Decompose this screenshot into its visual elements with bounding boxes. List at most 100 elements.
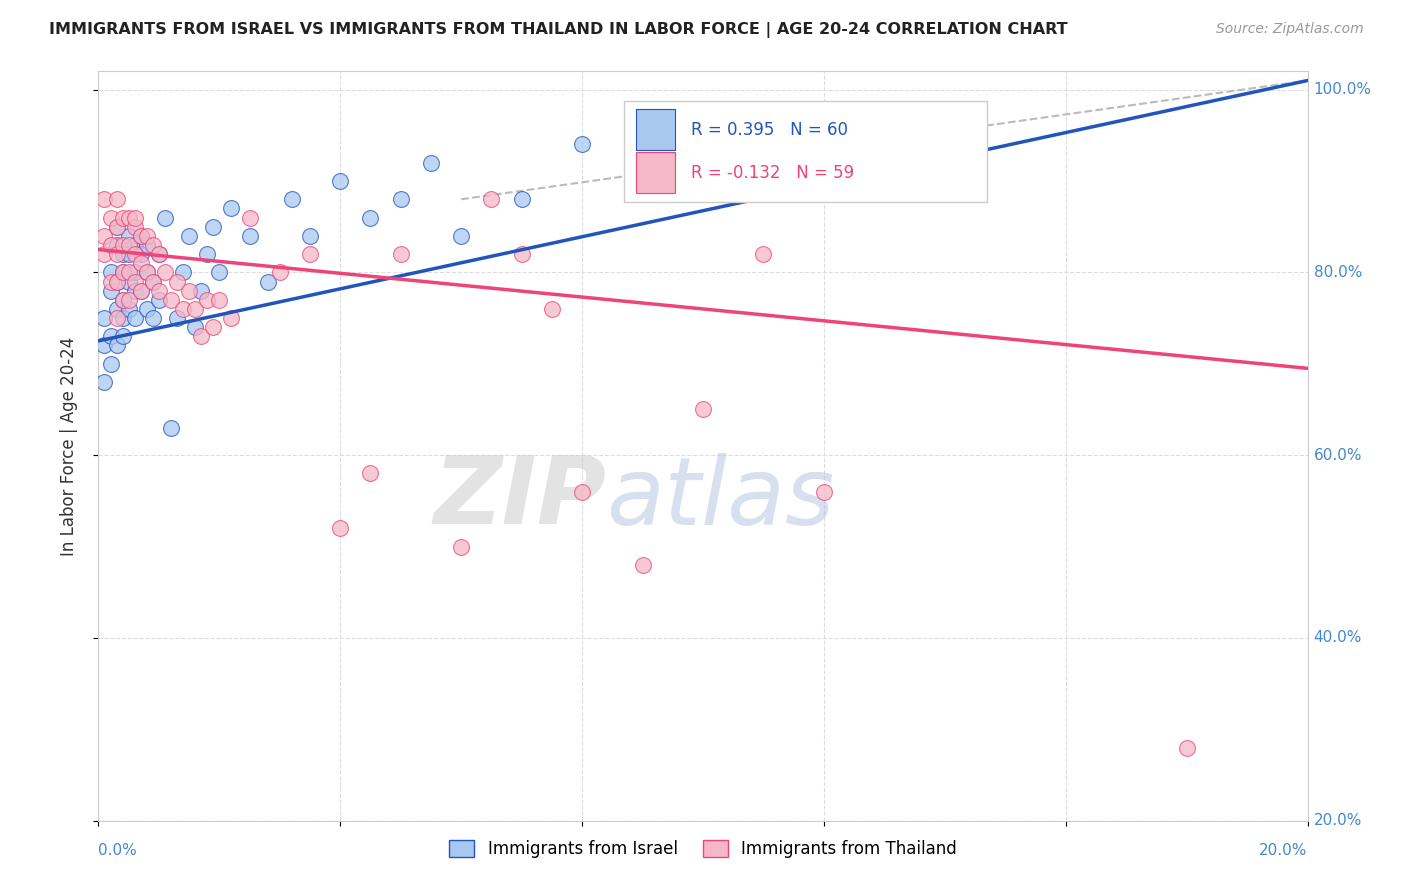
Point — [813, 484, 835, 499]
Point — [105, 247, 128, 261]
Point — [129, 228, 152, 243]
Point — [148, 284, 170, 298]
Point — [239, 228, 262, 243]
Point — [631, 558, 654, 572]
Point — [111, 293, 134, 307]
Point — [111, 247, 134, 261]
Point — [111, 293, 134, 307]
Point — [510, 247, 533, 261]
Point — [752, 128, 775, 143]
Point — [269, 265, 291, 279]
Point — [450, 228, 472, 243]
Point — [105, 275, 128, 289]
Text: 40.0%: 40.0% — [1313, 631, 1362, 646]
Point — [571, 137, 593, 152]
Point — [111, 311, 134, 326]
Point — [111, 211, 134, 225]
Point — [118, 238, 141, 252]
Point — [93, 192, 115, 206]
Text: ZIP: ZIP — [433, 452, 606, 544]
Point — [124, 211, 146, 225]
Point — [692, 402, 714, 417]
Point — [221, 202, 243, 216]
Y-axis label: In Labor Force | Age 20-24: In Labor Force | Age 20-24 — [59, 336, 77, 556]
Point — [202, 219, 225, 234]
Text: 100.0%: 100.0% — [1313, 82, 1372, 97]
Point — [1175, 740, 1198, 755]
Point — [105, 238, 128, 252]
Text: IMMIGRANTS FROM ISRAEL VS IMMIGRANTS FROM THAILAND IN LABOR FORCE | AGE 20-24 CO: IMMIGRANTS FROM ISRAEL VS IMMIGRANTS FRO… — [49, 22, 1067, 38]
Point — [124, 247, 146, 261]
Point — [135, 228, 157, 243]
Point — [118, 228, 141, 243]
Point — [93, 228, 115, 243]
Point — [118, 265, 141, 279]
Point — [166, 311, 188, 326]
Point — [124, 275, 146, 289]
Point — [256, 275, 278, 289]
Point — [129, 228, 152, 243]
Point — [124, 284, 146, 298]
Text: R = -0.132   N = 59: R = -0.132 N = 59 — [690, 163, 853, 181]
Point — [142, 311, 165, 326]
Point — [100, 329, 122, 343]
Point — [105, 192, 128, 206]
Point — [153, 211, 176, 225]
Point — [105, 301, 128, 316]
Point — [179, 228, 201, 243]
Point — [124, 311, 146, 326]
Point — [540, 301, 562, 316]
Point — [129, 247, 152, 261]
Point — [105, 219, 128, 234]
Point — [100, 238, 122, 252]
Legend: Immigrants from Israel, Immigrants from Thailand: Immigrants from Israel, Immigrants from … — [443, 833, 963, 864]
Point — [184, 301, 207, 316]
Point — [281, 192, 304, 206]
Point — [208, 265, 231, 279]
Point — [360, 211, 382, 225]
Point — [93, 338, 115, 352]
Point — [481, 192, 503, 206]
Point — [93, 375, 115, 389]
Point — [135, 238, 157, 252]
Point — [111, 265, 134, 279]
Point — [190, 284, 212, 298]
Point — [148, 293, 170, 307]
Point — [100, 357, 122, 371]
Point — [239, 211, 262, 225]
Point — [142, 275, 165, 289]
FancyBboxPatch shape — [637, 109, 675, 151]
Point — [389, 247, 412, 261]
Point — [142, 238, 165, 252]
Point — [195, 293, 218, 307]
Point — [450, 540, 472, 554]
Point — [172, 301, 194, 316]
Point — [153, 265, 176, 279]
Point — [111, 238, 134, 252]
Point — [420, 155, 443, 169]
Point — [160, 421, 183, 435]
Point — [111, 265, 134, 279]
Point — [329, 521, 352, 535]
Point — [118, 211, 141, 225]
Point — [124, 265, 146, 279]
Point — [692, 174, 714, 188]
Point — [221, 311, 243, 326]
Point — [105, 311, 128, 326]
Point — [148, 247, 170, 261]
Point — [129, 284, 152, 298]
Point — [100, 275, 122, 289]
Text: R = 0.395   N = 60: R = 0.395 N = 60 — [690, 120, 848, 139]
Point — [118, 301, 141, 316]
Text: atlas: atlas — [606, 453, 835, 544]
Point — [135, 301, 157, 316]
Point — [172, 265, 194, 279]
Point — [142, 275, 165, 289]
Point — [329, 174, 352, 188]
Text: 20.0%: 20.0% — [1260, 843, 1308, 858]
Point — [571, 484, 593, 499]
Point — [389, 192, 412, 206]
Point — [124, 238, 146, 252]
Point — [160, 293, 183, 307]
Point — [135, 265, 157, 279]
